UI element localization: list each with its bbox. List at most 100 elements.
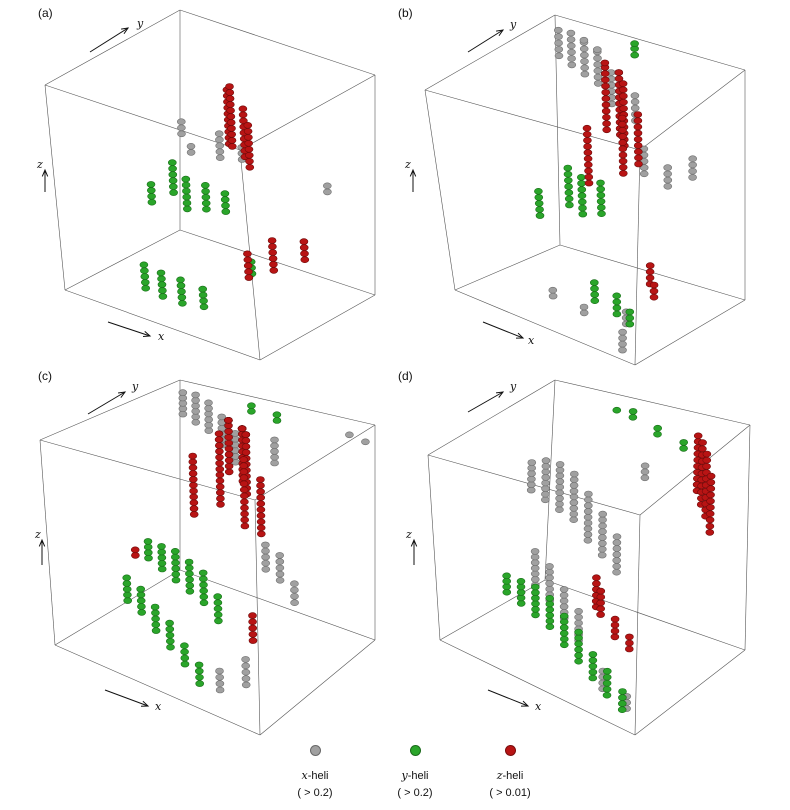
point-gray xyxy=(593,80,603,87)
point-gray xyxy=(548,292,558,300)
point-gray xyxy=(569,493,579,501)
point-green xyxy=(180,660,190,668)
point-green xyxy=(157,565,167,573)
cube-edge xyxy=(179,9,376,76)
point-green xyxy=(516,600,526,607)
point-red xyxy=(240,522,250,530)
point-gray xyxy=(548,286,558,294)
point-red xyxy=(189,511,199,518)
point-stack-green xyxy=(516,577,526,607)
point-red xyxy=(624,645,634,653)
point-red xyxy=(583,161,593,169)
point-green xyxy=(178,299,187,307)
point-gray xyxy=(545,580,554,587)
point-red xyxy=(189,493,198,501)
point-stack-green xyxy=(534,188,545,219)
point-green xyxy=(141,284,150,292)
cube-edge xyxy=(439,579,546,641)
point-green xyxy=(625,314,635,322)
point-gray xyxy=(241,662,250,670)
point-red xyxy=(649,281,659,289)
point-stack-gray xyxy=(204,399,214,434)
cube-edge xyxy=(54,569,181,646)
point-green xyxy=(182,187,191,195)
point-gray xyxy=(178,405,188,413)
point-green xyxy=(171,570,181,578)
point-stack-green xyxy=(612,292,622,318)
point-stack-green xyxy=(122,574,132,604)
point-stack-red xyxy=(649,281,659,301)
point-stack-green xyxy=(625,308,635,328)
point-gray xyxy=(555,483,565,491)
point-green xyxy=(559,624,569,631)
point-red xyxy=(618,164,628,171)
point-green xyxy=(630,51,640,59)
point-green xyxy=(559,641,569,649)
axis-label-z: z xyxy=(405,528,412,541)
point-red xyxy=(241,449,251,456)
axis-label-y: y xyxy=(131,380,139,393)
cube-edge xyxy=(439,639,636,736)
point-stack-green xyxy=(184,558,195,595)
point-stack-gray xyxy=(261,541,271,573)
point-green xyxy=(545,611,555,619)
point-red xyxy=(706,472,716,480)
point-green xyxy=(176,276,185,284)
point-red xyxy=(256,482,265,489)
point-green xyxy=(596,198,606,205)
point-stack-green xyxy=(574,628,583,665)
point-green xyxy=(531,611,540,619)
point-red xyxy=(610,615,620,623)
point-stack-gray xyxy=(530,548,540,589)
point-red xyxy=(601,101,611,109)
cube-edge xyxy=(634,299,746,366)
point-stack-green xyxy=(198,569,209,607)
legend-dot-x-heli xyxy=(309,745,321,756)
point-gray xyxy=(191,397,200,404)
point-red xyxy=(614,69,624,76)
point-gray xyxy=(554,39,563,47)
point-stack-gray xyxy=(688,155,698,181)
point-red xyxy=(228,143,237,150)
point-stack-gray xyxy=(361,438,370,446)
point-green xyxy=(563,170,573,178)
point-red xyxy=(269,261,278,268)
point-gray xyxy=(555,461,565,468)
point-stack-gray xyxy=(214,130,225,161)
point-red xyxy=(240,516,249,524)
point-stack-gray xyxy=(191,391,201,426)
point-gray xyxy=(541,462,551,470)
point-gray xyxy=(186,143,196,150)
point-red xyxy=(610,621,620,629)
point-red xyxy=(225,95,235,102)
axis-arrow-x xyxy=(482,321,524,339)
point-green xyxy=(185,582,195,589)
axis-arrowhead-y xyxy=(495,391,505,398)
point-green xyxy=(165,631,175,639)
point-red xyxy=(702,450,712,458)
point-green xyxy=(199,599,209,607)
point-red xyxy=(645,274,655,282)
point-green xyxy=(545,606,555,614)
point-green xyxy=(201,199,211,207)
point-red xyxy=(248,624,257,632)
point-gray xyxy=(290,592,299,600)
point-green xyxy=(630,40,639,47)
point-red xyxy=(226,107,235,114)
point-gray xyxy=(526,481,536,488)
point-gray xyxy=(574,619,583,627)
legend-label-z-heli: z-heli xyxy=(496,769,524,782)
point-gray xyxy=(555,466,565,474)
point-green xyxy=(199,581,208,589)
cube-edge xyxy=(554,14,746,71)
point-green xyxy=(612,304,622,312)
point-red xyxy=(131,552,140,559)
point-red xyxy=(256,494,266,501)
point-green xyxy=(221,208,231,215)
point-red xyxy=(602,126,612,134)
point-gray xyxy=(545,568,554,576)
point-green xyxy=(588,662,598,670)
point-gray xyxy=(345,431,354,439)
point-green xyxy=(143,543,153,551)
